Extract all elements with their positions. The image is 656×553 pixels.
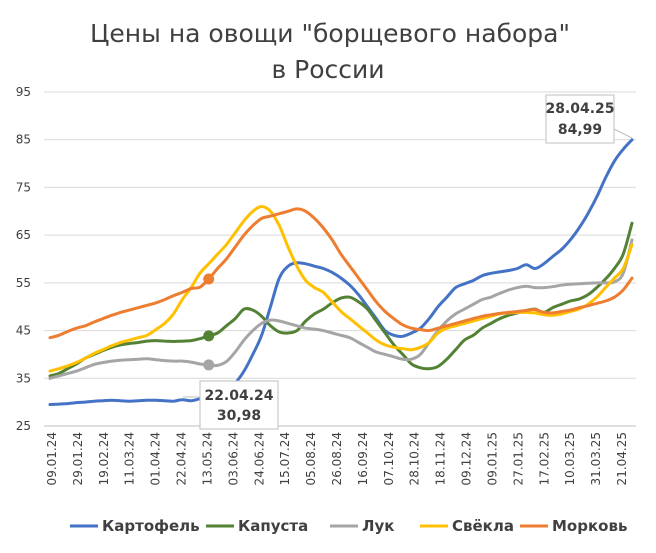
x-tick-label: 19.02.24 (97, 432, 111, 485)
x-tick-label: 07.10.24 (382, 432, 396, 485)
x-tick-label: 18.11.24 (434, 432, 448, 485)
legend-label: Капуста (238, 517, 308, 535)
x-tick-label: 17.02.25 (537, 432, 551, 485)
y-tick-label: 65 (16, 228, 31, 242)
data-point-marker (203, 359, 215, 371)
x-tick-label: 09.01.25 (485, 432, 499, 485)
x-tick-label: 09.01.24 (45, 432, 59, 485)
callout-end: 28.04.25 84,99 (545, 94, 633, 144)
x-axis-ticks: 09.01.24 29.01.24 19.02.24 11.03.24 01.04.24… (45, 432, 629, 485)
legend: Картофель Капуста Лук Свёкла Морковь (70, 517, 627, 535)
x-tick-label: 09.12.24 (460, 432, 474, 485)
y-axis-ticks: 25 35 45 55 65 75 85 95 (16, 85, 31, 433)
series-line-4 (48, 207, 634, 340)
x-tick-label: 21.04.25 (615, 432, 629, 485)
y-tick-label: 55 (16, 276, 31, 290)
data-point-marker (203, 330, 215, 342)
x-tick-label: 27.01.25 (511, 432, 525, 485)
y-tick-label: 95 (16, 85, 31, 99)
legend-label: Лук (362, 517, 394, 535)
y-tick-label: 35 (16, 371, 31, 385)
chart-title-line1: Цены на овощи "борщевого набора" (90, 19, 570, 48)
x-tick-label: 16.09.24 (356, 432, 370, 485)
series-lines (48, 138, 634, 406)
x-tick-label: 10.03.25 (563, 432, 577, 485)
callout-start-date: 22.04.24 (204, 388, 273, 404)
series-line-2 (48, 238, 634, 380)
x-tick-label: 13.05.24 (200, 432, 214, 485)
legend-label: Картофель (102, 517, 200, 535)
y-tick-label: 45 (16, 324, 31, 338)
x-tick-label: 01.04.24 (149, 432, 163, 485)
series-line-3 (48, 205, 634, 373)
gridlines (44, 91, 636, 379)
x-tick-label: 15.07.24 (278, 432, 292, 485)
x-tick-label: 11.03.24 (123, 432, 137, 485)
legend-label: Морковь (552, 517, 627, 535)
y-tick-label: 85 (16, 133, 31, 147)
y-tick-label: 75 (16, 180, 31, 194)
x-tick-label: 29.01.24 (71, 432, 85, 485)
series-line-1 (48, 221, 634, 378)
data-point-marker (203, 273, 215, 285)
callout-start-value: 30,98 (217, 408, 261, 424)
y-tick-label: 25 (16, 419, 31, 433)
callout-start-box (199, 380, 279, 430)
chart-title-line2: в России (271, 55, 384, 84)
legend-label: Свёкла (452, 517, 514, 535)
x-tick-label: 31.03.25 (589, 432, 603, 485)
x-tick-label: 03.06.24 (226, 432, 240, 485)
x-tick-label: 22.04.24 (175, 432, 189, 485)
x-tick-label: 28.10.24 (408, 432, 422, 485)
x-tick-label: 05.08.24 (304, 432, 318, 485)
x-tick-label: 24.06.24 (252, 432, 266, 485)
series-line-0 (48, 138, 634, 406)
callout-end-box (545, 94, 615, 144)
callout-end-date: 28.04.25 (545, 101, 614, 117)
callout-start: 22.04.24 30,98 (183, 380, 279, 430)
callout-end-leader (611, 127, 633, 139)
x-tick-label: 26.08.24 (330, 432, 344, 485)
callout-end-value: 84,99 (558, 122, 602, 138)
